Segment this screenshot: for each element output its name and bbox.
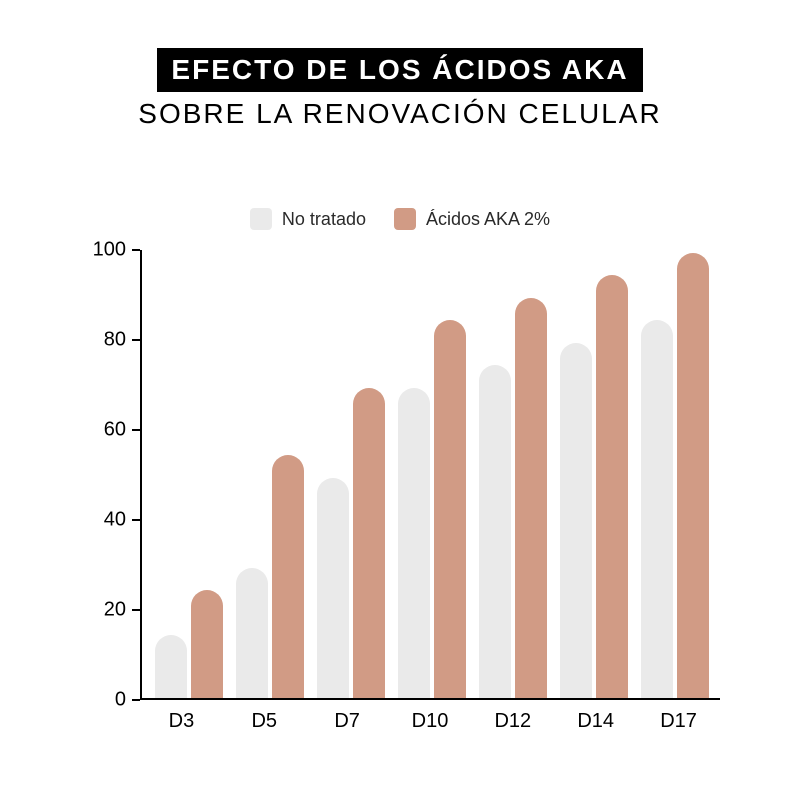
bar bbox=[641, 320, 673, 698]
bar-group bbox=[560, 275, 628, 698]
ytick-mark bbox=[132, 609, 140, 611]
ytick-label: 0 bbox=[66, 689, 126, 712]
bar bbox=[515, 298, 547, 699]
bar bbox=[191, 590, 223, 698]
xtick-label: D17 bbox=[660, 710, 697, 733]
xtick-label: D5 bbox=[251, 710, 277, 733]
legend-swatch bbox=[394, 208, 416, 230]
bar-group bbox=[236, 455, 304, 698]
ytick-mark bbox=[132, 519, 140, 521]
bar-group bbox=[317, 388, 385, 699]
legend-label: No tratado bbox=[282, 209, 366, 230]
bar bbox=[479, 365, 511, 698]
chart-title: EFECTO DE LOS ÁCIDOS AKA SOBRE LA RENOVA… bbox=[0, 0, 800, 130]
chart-legend: No tratado Ácidos AKA 2% bbox=[0, 208, 800, 235]
legend-item: No tratado bbox=[250, 208, 366, 230]
bar bbox=[317, 478, 349, 699]
bars-container bbox=[142, 248, 722, 698]
bar bbox=[155, 635, 187, 698]
bar bbox=[560, 343, 592, 699]
bar-group bbox=[398, 320, 466, 698]
ytick-label: 80 bbox=[66, 329, 126, 352]
legend-label: Ácidos AKA 2% bbox=[426, 209, 550, 230]
xtick-label: D10 bbox=[412, 710, 449, 733]
bar-group bbox=[479, 298, 547, 699]
xtick-label: D14 bbox=[577, 710, 614, 733]
bar-group bbox=[641, 253, 709, 699]
title-line-1: EFECTO DE LOS ÁCIDOS AKA bbox=[157, 48, 642, 92]
legend-swatch bbox=[250, 208, 272, 230]
legend-item: Ácidos AKA 2% bbox=[394, 208, 550, 230]
bar-group bbox=[155, 590, 223, 698]
ytick-mark bbox=[132, 699, 140, 701]
bar bbox=[272, 455, 304, 698]
bar bbox=[596, 275, 628, 698]
ytick-label: 60 bbox=[66, 419, 126, 442]
ytick-mark bbox=[132, 429, 140, 431]
xtick-label: D12 bbox=[494, 710, 531, 733]
bar bbox=[236, 568, 268, 699]
bar bbox=[353, 388, 385, 699]
xtick-label: D7 bbox=[334, 710, 360, 733]
bar bbox=[398, 388, 430, 699]
ytick-label: 40 bbox=[66, 509, 126, 532]
xtick-label: D3 bbox=[169, 710, 195, 733]
bar-chart: 020406080100D3D5D7D10D12D14D17 bbox=[140, 250, 720, 700]
bar bbox=[677, 253, 709, 699]
ytick-mark bbox=[132, 249, 140, 251]
ytick-mark bbox=[132, 339, 140, 341]
title-line-2: SOBRE LA RENOVACIÓN CELULAR bbox=[0, 98, 800, 130]
ytick-label: 100 bbox=[66, 239, 126, 262]
ytick-label: 20 bbox=[66, 599, 126, 622]
plot-area bbox=[140, 250, 720, 700]
bar bbox=[434, 320, 466, 698]
